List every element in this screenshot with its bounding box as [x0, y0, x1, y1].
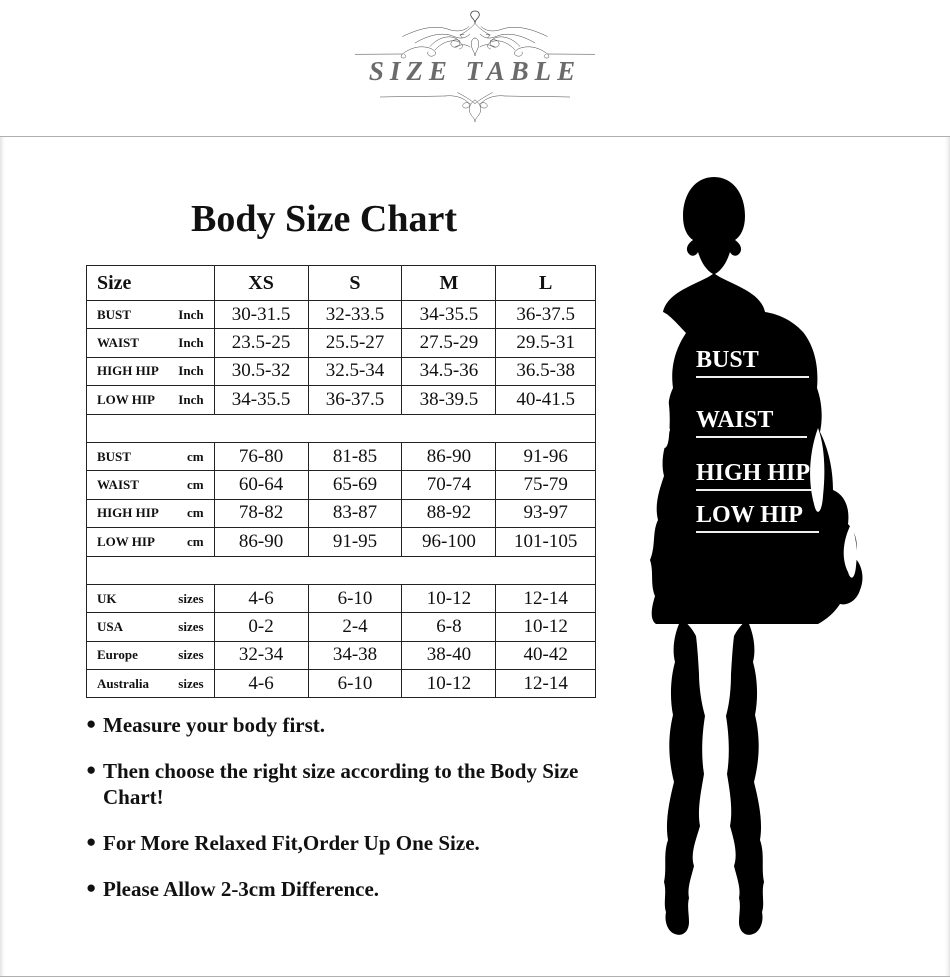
svg-text:LOW HIP: LOW HIP: [696, 502, 803, 528]
svg-text:HIGH HIP: HIGH HIP: [696, 460, 810, 486]
svg-text:BUST: BUST: [696, 347, 759, 373]
svg-text:WAIST: WAIST: [696, 407, 773, 433]
